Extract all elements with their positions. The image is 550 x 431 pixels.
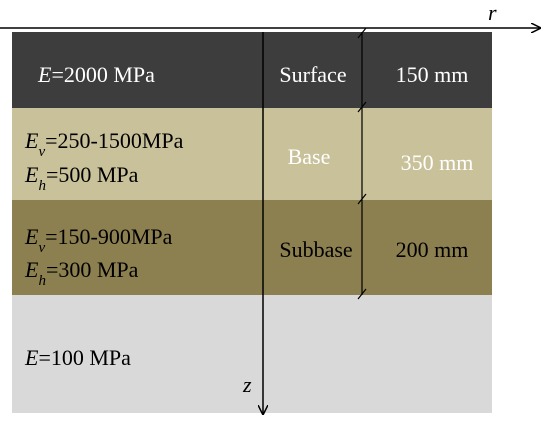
base-layer	[12, 108, 492, 200]
modulus: Ev=250-1500MPa	[24, 128, 184, 160]
value: =150-900MPa	[45, 224, 173, 249]
layer-name: Base	[288, 144, 331, 169]
subgrade-layer	[12, 295, 492, 413]
symbol: E	[24, 162, 39, 187]
value: =2000 MPa	[51, 62, 155, 87]
surface-layer	[12, 32, 492, 108]
value: =250-1500MPa	[45, 128, 184, 153]
symbol: E	[24, 224, 39, 249]
thickness: 350 mm	[401, 150, 474, 175]
modulus: Ev=150-900MPa	[24, 224, 173, 256]
subscript: h	[38, 273, 46, 289]
modulus: Eh=500 MPa	[24, 162, 139, 194]
modulus: E=2000 MPa	[37, 62, 155, 87]
layer-name: Subbase	[279, 237, 352, 262]
value: =100 MPa	[38, 345, 131, 370]
thickness: 150 mm	[396, 62, 469, 87]
value: =300 MPa	[46, 257, 139, 282]
symbol: E	[24, 345, 39, 370]
symbol: E	[24, 128, 39, 153]
symbol: E	[37, 62, 52, 87]
r-label: r	[488, 0, 497, 25]
z-label: z	[242, 372, 252, 397]
subscript: h	[38, 178, 46, 194]
thickness: 200 mm	[396, 237, 469, 262]
subscript: v	[38, 144, 45, 160]
symbol: E	[24, 257, 39, 282]
subbase-layer	[12, 200, 492, 295]
layer-name: Surface	[279, 62, 346, 87]
value: =500 MPa	[46, 162, 139, 187]
modulus: E=100 MPa	[24, 345, 131, 370]
subscript: v	[38, 240, 45, 256]
thickness-ticks	[357, 27, 367, 300]
modulus: Eh=300 MPa	[24, 257, 139, 289]
